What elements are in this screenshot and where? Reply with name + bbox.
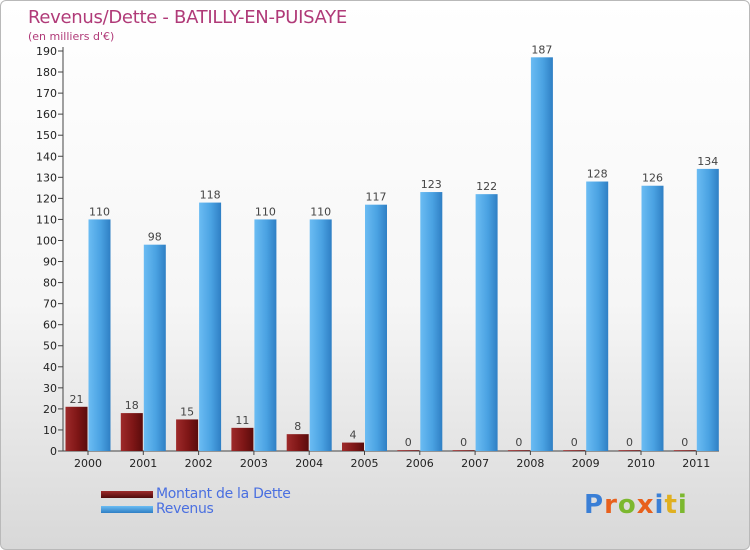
bar-revenus: [88, 219, 111, 451]
y-tick-label: 90: [43, 256, 57, 269]
data-label-dette: 8: [294, 420, 301, 433]
y-tick-label: 30: [43, 382, 57, 395]
y-tick-label: 0: [50, 445, 57, 458]
data-label-revenus: 128: [587, 168, 608, 181]
x-tick-label: 2002: [185, 457, 213, 470]
legend-label-revenus: Revenus: [156, 501, 214, 517]
y-tick-label: 50: [43, 340, 57, 353]
y-tick-label: 170: [36, 87, 57, 100]
bar-revenus: [586, 181, 609, 452]
y-tick-label: 60: [43, 319, 57, 332]
logo-letter: t: [664, 490, 678, 520]
data-label-revenus: 187: [531, 43, 552, 56]
data-label-dette: 11: [235, 414, 249, 427]
data-label-revenus: 117: [366, 191, 387, 204]
y-tick-label: 80: [43, 277, 57, 290]
y-tick-label: 180: [36, 66, 57, 79]
x-tick-label: 2009: [572, 457, 600, 470]
x-tick-label: 2001: [129, 457, 157, 470]
logo-letter: P: [584, 490, 605, 520]
bar-revenus: [475, 194, 498, 451]
data-label-dette: 18: [125, 399, 139, 412]
bar-dette: [65, 406, 88, 451]
logo-letter: o: [617, 490, 637, 520]
data-label-revenus: 126: [642, 172, 663, 185]
data-label-dette: 0: [626, 436, 633, 449]
x-tick-label: 2003: [240, 457, 268, 470]
data-label-dette: 21: [70, 393, 84, 406]
bar-dette: [231, 427, 254, 451]
logo-letter: r: [604, 490, 618, 520]
bar-dette: [397, 450, 420, 451]
proxiti-logo: Proxiti: [584, 490, 688, 520]
legend-label-debt: Montant de la Dette: [156, 486, 291, 502]
data-label-revenus: 98: [148, 231, 162, 244]
x-tick-label: 2011: [682, 457, 710, 470]
y-tick-label: 150: [36, 129, 57, 142]
x-tick-label: 2006: [406, 457, 434, 470]
data-label-dette: 0: [460, 436, 467, 449]
x-tick-label: 2007: [461, 457, 489, 470]
legend-swatch-revenus: [101, 506, 153, 513]
data-label-revenus: 118: [200, 189, 221, 202]
bar-dette: [507, 450, 530, 451]
data-label-dette: 15: [180, 405, 194, 418]
data-label-revenus: 110: [255, 205, 276, 218]
logo-letter: i: [677, 490, 688, 520]
bar-revenus: [143, 244, 166, 451]
bar-dette: [176, 419, 199, 451]
data-label-dette: 0: [571, 436, 578, 449]
y-tick-label: 100: [36, 234, 57, 247]
bar-dette: [563, 450, 586, 451]
y-tick-label: 10: [43, 424, 57, 437]
bar-dette: [618, 450, 641, 451]
y-tick-label: 120: [36, 192, 57, 205]
bar-dette: [342, 442, 364, 451]
chart-subtitle: (en milliers d'€): [28, 30, 115, 43]
x-tick-label: 2000: [74, 457, 102, 470]
data-label-revenus: 122: [476, 180, 497, 193]
bar-revenus: [641, 185, 664, 451]
y-tick-label: 70: [43, 298, 57, 311]
bar-dette: [286, 434, 309, 451]
y-tick-label: 110: [36, 213, 57, 226]
data-label-revenus: 110: [310, 205, 331, 218]
logo-letter: i: [654, 490, 665, 520]
y-tick-label: 160: [36, 108, 57, 121]
data-label-revenus: 110: [89, 205, 110, 218]
y-tick-label: 140: [36, 150, 57, 163]
data-label-dette: 0: [515, 436, 522, 449]
data-label-dette: 4: [350, 429, 357, 442]
bar-revenus: [530, 57, 553, 451]
x-tick-label: 2010: [627, 457, 655, 470]
y-tick-label: 190: [36, 45, 57, 58]
bar-revenus: [199, 202, 222, 451]
x-tick-label: 2008: [516, 457, 544, 470]
bar-dette: [452, 450, 475, 451]
x-tick-label: 2005: [351, 457, 379, 470]
legend-swatch-debt: [101, 491, 153, 498]
bar-revenus: [254, 219, 277, 451]
bar-revenus: [696, 168, 719, 452]
data-label-revenus: 134: [697, 155, 718, 168]
data-label-dette: 0: [405, 436, 412, 449]
y-tick-label: 40: [43, 361, 57, 374]
data-label-revenus: 123: [421, 178, 442, 191]
x-tick-label: 2004: [295, 457, 323, 470]
bar-dette: [673, 450, 696, 451]
bar-revenus: [420, 192, 443, 452]
chart-title: Revenus/Dette - BATILLY-EN-PUISAYE: [28, 7, 347, 28]
data-label-dette: 0: [681, 436, 688, 449]
bar-dette: [120, 413, 143, 451]
y-tick-label: 130: [36, 171, 57, 184]
y-tick-label: 20: [43, 403, 57, 416]
bar-revenus: [309, 219, 332, 451]
bar-revenus: [365, 204, 387, 451]
logo-letter: x: [636, 490, 655, 520]
